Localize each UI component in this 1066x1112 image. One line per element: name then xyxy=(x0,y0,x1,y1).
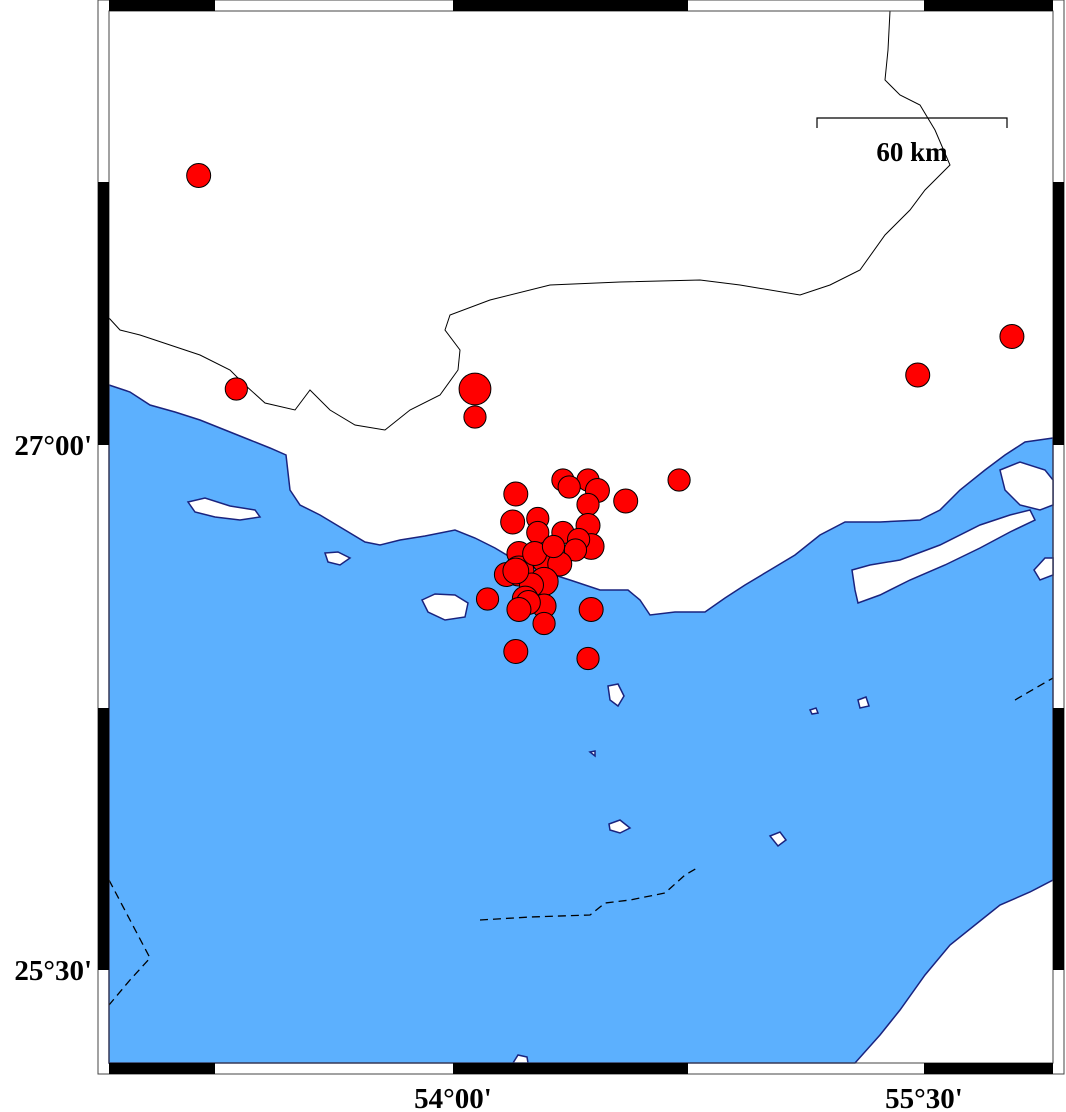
earthquake-event-marker xyxy=(503,639,529,664)
earthquake-event-marker xyxy=(541,534,566,559)
earthquake-event-marker xyxy=(576,492,600,517)
earthquake-event-marker xyxy=(578,597,604,622)
earthquake-event-marker xyxy=(905,362,931,388)
map-frame xyxy=(97,0,1065,1075)
sea-area xyxy=(108,383,1054,1064)
earthquake-event-marker xyxy=(506,597,532,622)
earthquake-event-marker xyxy=(532,611,556,636)
earthquake-event-marker xyxy=(186,163,212,188)
y-tick-label: 27°00' xyxy=(14,430,92,462)
earthquake-event-marker xyxy=(503,481,529,507)
earthquake-event-marker xyxy=(576,646,600,671)
scale-bar-label: 60 km xyxy=(876,137,948,167)
y-tick-label: 25°30' xyxy=(14,955,92,987)
earthquake-event-marker xyxy=(458,372,492,406)
earthquake-event-marker xyxy=(999,324,1025,349)
earthquake-event-marker xyxy=(667,468,691,492)
earthquake-event-marker xyxy=(463,405,487,429)
earthquake-event-marker xyxy=(224,377,248,401)
earthquake-event-marker xyxy=(613,488,639,514)
earthquake-events xyxy=(186,163,1025,671)
x-tick-label: 55°30' xyxy=(885,1083,963,1112)
maritime-border xyxy=(108,677,1054,1006)
earthquake-event-marker xyxy=(502,557,530,585)
islands xyxy=(186,461,1054,1064)
earthquake-event-marker xyxy=(557,475,581,499)
scale-bar: 60 km xyxy=(816,117,1008,167)
earthquake-event-marker xyxy=(500,509,526,535)
earthquake-event-marker xyxy=(475,587,500,611)
x-tick-label: 54°00' xyxy=(414,1083,492,1112)
